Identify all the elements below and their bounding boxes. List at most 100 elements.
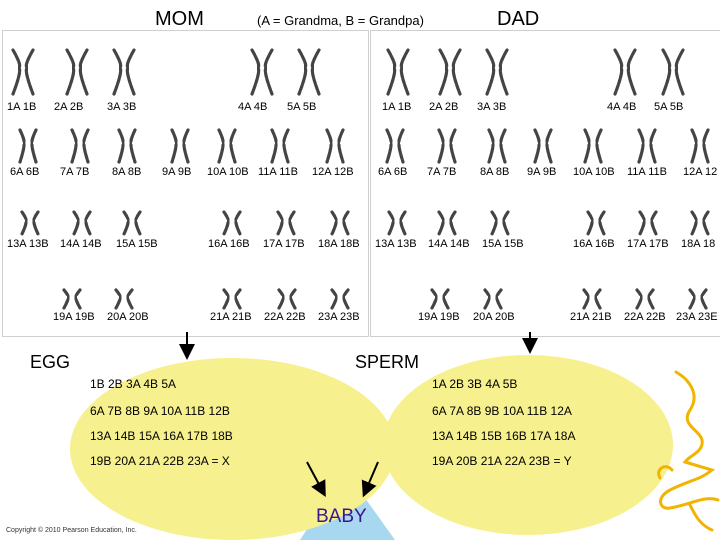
chromosome-pair-18	[385, 128, 405, 164]
mom-label-7: 7A 7B	[60, 166, 90, 178]
egg-line-3: 13A 14B 15A 16A 17B 18B	[90, 429, 233, 443]
chromosome-pair-31	[387, 210, 407, 236]
dad-label-14: 14A 14B	[428, 238, 470, 250]
copyright-text: Copyright © 2010 Pearson Education, Inc.	[6, 527, 137, 534]
sperm-to-baby-arrow	[361, 461, 379, 498]
dad-label-8: 8A 8B	[480, 166, 510, 178]
mom-label-12: 12A 12B	[312, 166, 354, 178]
egg-ellipse	[70, 358, 395, 540]
sperm-line-3: 13A 14B 15B 16B 17A 18A	[432, 429, 576, 443]
sperm-line-4: 19A 20B 21A 22A 23B = Y	[432, 454, 572, 468]
chromosome-pair-29	[276, 210, 296, 236]
chromosome-pair-4	[250, 48, 274, 96]
dad-karyotype-panel	[370, 30, 720, 337]
sperm-line-1: 1A 2B 3B 4A 5B	[432, 377, 518, 391]
chromosome-pair-41	[330, 288, 350, 310]
dad-label-4: 4A 4B	[607, 101, 637, 113]
dad-label-9: 9A 9B	[527, 166, 557, 178]
dad-label-18: 18A 18	[681, 238, 716, 250]
chromosome-pair-3	[112, 48, 136, 96]
dad-label-21: 21A 21B	[570, 311, 612, 323]
egg-label: EGG	[30, 352, 71, 372]
chromosome-pair-19	[437, 128, 457, 164]
egg-line-4: 19B 20A 21A 22B 23A = X	[90, 454, 230, 468]
chromosome-pair-39	[222, 288, 242, 310]
chromosome-pair-32	[437, 210, 457, 236]
egg-to-baby-arrow	[306, 461, 326, 498]
chromosome-pair-24	[690, 128, 710, 164]
mom-label-17: 17A 17B	[263, 238, 305, 250]
mom-label-11: 11A 11B	[258, 166, 298, 178]
egg-line-2: 6A 7B 8B 9A 10A 11B 12B	[90, 404, 230, 418]
dad-label-1: 1A 1B	[382, 101, 412, 113]
dad-title: DAD	[497, 8, 540, 30]
chromosome-pair-12	[70, 128, 90, 164]
chromosome-pair-14	[170, 128, 190, 164]
chromosome-pair-33	[490, 210, 510, 236]
chromosome-pair-6	[386, 48, 410, 96]
mom-title: MOM	[155, 8, 204, 30]
mom-label-2: 2A 2B	[54, 101, 84, 113]
chromosome-pair-1	[11, 48, 35, 96]
dad-label-20: 20A 20B	[473, 311, 515, 323]
dad-label-23: 23A 23E	[676, 311, 718, 323]
mom-label-18: 18A 18B	[318, 238, 360, 250]
chromosome-pair-42	[430, 288, 450, 310]
chromosome-pair-40	[277, 288, 297, 310]
sperm-ellipse	[383, 355, 673, 535]
chromosome-pair-27	[122, 210, 142, 236]
dad-label-6: 6A 6B	[378, 166, 408, 178]
dad-label-15: 15A 15B	[482, 238, 524, 250]
chromosome-pair-34	[586, 210, 606, 236]
dad-label-19: 19A 19B	[418, 311, 460, 323]
mom-label-9: 9A 9B	[162, 166, 192, 178]
chromosome-pair-13	[117, 128, 137, 164]
chromosome-pair-8	[485, 48, 509, 96]
mom-label-16: 16A 16B	[208, 238, 250, 250]
mom-label-10: 10A 10B	[207, 166, 249, 178]
legend-note: (A = Grandma, B = Grandpa)	[257, 13, 424, 28]
dad-label-13: 13A 13B	[375, 238, 417, 250]
chromosome-pair-37	[62, 288, 82, 310]
chromosome-pair-28	[222, 210, 242, 236]
chromosome-pair-11	[18, 128, 38, 164]
chromosome-pair-17	[325, 128, 345, 164]
chromosome-pair-25	[20, 210, 40, 236]
sperm-line-2: 6A 7A 8B 9B 10A 11B 12A	[432, 404, 572, 418]
mom-label-23: 23A 23B	[318, 311, 360, 323]
chromosome-pair-38	[114, 288, 134, 310]
dad-label-16: 16A 16B	[573, 238, 615, 250]
mom-label-6: 6A 6B	[10, 166, 40, 178]
chromosome-pair-43	[483, 288, 503, 310]
chromosome-pair-7	[438, 48, 462, 96]
dad-label-10: 10A 10B	[573, 166, 615, 178]
dad-label-11: 11A 11B	[627, 166, 667, 178]
chromosome-pair-46	[688, 288, 708, 310]
scribble-drawing	[657, 370, 720, 532]
chromosome-pair-10	[661, 48, 685, 96]
chromosome-pair-45	[635, 288, 655, 310]
dad-label-17: 17A 17B	[627, 238, 669, 250]
mom-label-3: 3A 3B	[107, 101, 137, 113]
dad-label-5: 5A 5B	[654, 101, 684, 113]
dad-label-3: 3A 3B	[477, 101, 507, 113]
chromosome-pair-30	[330, 210, 350, 236]
chromosome-pair-22	[583, 128, 603, 164]
dad-label-12: 12A 12	[683, 166, 718, 178]
chromosome-pair-36	[690, 210, 710, 236]
egg-line-1: 1B 2B 3A 4B 5A	[90, 377, 177, 391]
dad-label-22: 22A 22B	[624, 311, 666, 323]
chromosome-pair-15	[217, 128, 237, 164]
mom-label-4: 4A 4B	[238, 101, 268, 113]
mom-label-19: 19A 19B	[53, 311, 95, 323]
chromosome-pair-2	[65, 48, 89, 96]
chromosome-pair-9	[613, 48, 637, 96]
dad-label-2: 2A 2B	[429, 101, 459, 113]
chromosome-pair-23	[637, 128, 657, 164]
mom-label-14: 14A 14B	[60, 238, 102, 250]
mom-label-8: 8A 8B	[112, 166, 142, 178]
chromosome-pair-44	[582, 288, 602, 310]
sperm-label: SPERM	[355, 352, 420, 372]
